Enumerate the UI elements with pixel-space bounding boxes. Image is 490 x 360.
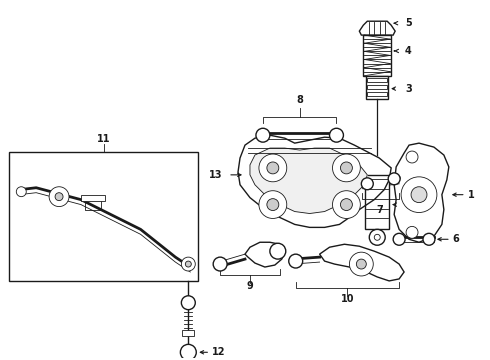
- Bar: [363, 35, 391, 76]
- Bar: [9, 152, 198, 281]
- Circle shape: [329, 128, 343, 142]
- Circle shape: [181, 296, 196, 310]
- Circle shape: [361, 178, 373, 190]
- Circle shape: [341, 162, 352, 174]
- Circle shape: [406, 226, 418, 238]
- Circle shape: [49, 187, 69, 207]
- Text: 6: 6: [453, 234, 460, 244]
- Circle shape: [267, 162, 279, 174]
- Text: 4: 4: [405, 46, 412, 56]
- Circle shape: [356, 259, 367, 269]
- Circle shape: [349, 252, 373, 276]
- Circle shape: [333, 154, 360, 182]
- Text: 1: 1: [468, 190, 474, 200]
- Circle shape: [270, 243, 286, 259]
- Circle shape: [16, 187, 26, 197]
- Circle shape: [55, 193, 63, 201]
- Text: 3: 3: [405, 84, 412, 94]
- Text: 5: 5: [405, 18, 412, 28]
- Bar: [368, 91, 387, 95]
- Polygon shape: [319, 244, 404, 281]
- Bar: [81, 195, 105, 201]
- Circle shape: [388, 173, 400, 185]
- Polygon shape: [359, 21, 395, 35]
- Circle shape: [341, 199, 352, 211]
- Circle shape: [406, 151, 418, 163]
- Circle shape: [411, 187, 427, 203]
- Circle shape: [333, 191, 360, 219]
- Bar: [182, 330, 195, 337]
- Polygon shape: [394, 143, 449, 242]
- Text: 7: 7: [377, 204, 384, 215]
- Circle shape: [369, 229, 385, 245]
- Circle shape: [259, 191, 287, 219]
- Polygon shape: [245, 242, 285, 267]
- Text: 9: 9: [246, 281, 253, 291]
- Text: 10: 10: [341, 294, 354, 304]
- Polygon shape: [250, 148, 368, 213]
- Circle shape: [423, 233, 435, 245]
- Circle shape: [393, 233, 405, 245]
- Circle shape: [256, 128, 270, 142]
- Circle shape: [259, 154, 287, 182]
- Polygon shape: [238, 135, 391, 228]
- Text: 12: 12: [212, 347, 226, 357]
- Bar: [368, 78, 387, 82]
- Circle shape: [181, 257, 196, 271]
- Text: 11: 11: [97, 134, 111, 144]
- Text: 8: 8: [296, 95, 303, 105]
- Circle shape: [289, 254, 303, 268]
- Bar: [367, 76, 388, 99]
- Circle shape: [401, 177, 437, 212]
- Circle shape: [180, 345, 196, 360]
- Circle shape: [185, 261, 191, 267]
- Text: 2: 2: [405, 199, 412, 210]
- Text: 13: 13: [209, 170, 222, 180]
- Circle shape: [213, 257, 227, 271]
- Circle shape: [267, 199, 279, 211]
- Bar: [366, 175, 389, 229]
- Bar: [368, 85, 387, 89]
